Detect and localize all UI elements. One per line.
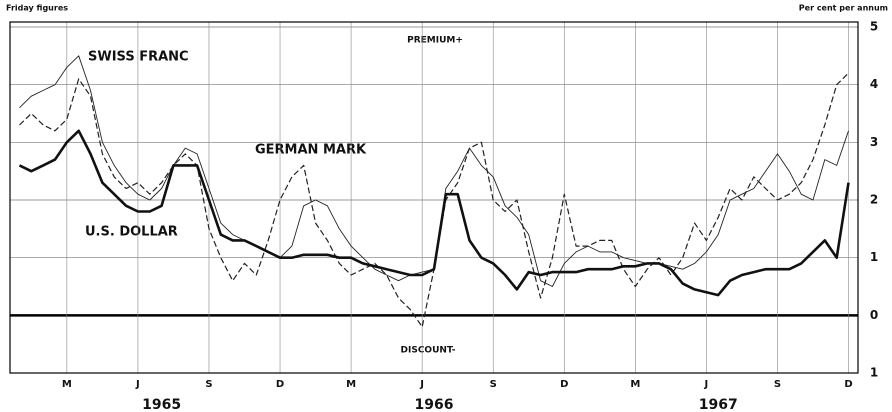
x-tick-label: M (62, 379, 72, 390)
series-annotation: GERMAN MARK (255, 143, 367, 158)
premium-label: PREMIUM+ (407, 36, 463, 46)
x-tick-label: S (774, 379, 781, 390)
plot-frame (9, 21, 859, 374)
y-tick-label: 3 (870, 135, 878, 149)
x-tick-label: M (346, 379, 356, 390)
y-tick-label: 4 (870, 77, 878, 91)
x-tick-label: D (276, 379, 284, 390)
subtitle: Friday figures (6, 4, 68, 13)
y-tick-label: 1 (870, 250, 878, 264)
x-tick-label: J (419, 379, 424, 390)
x-tick-label: D (844, 379, 852, 390)
y-tick-label: 0 (870, 308, 878, 322)
series-line (19, 55, 849, 287)
y-tick-label: 1 (870, 366, 878, 380)
year-label: 1965 (142, 397, 181, 412)
y-tick-label: 5 (870, 20, 878, 34)
x-tick-label: S (205, 379, 212, 390)
x-tick-label: D (560, 379, 568, 390)
x-tick-label: S (490, 379, 497, 390)
x-tick-label: J (135, 379, 140, 390)
year-label: 1966 (415, 397, 454, 412)
x-tick-label: J (704, 379, 709, 390)
series-annotation: SWISS FRANC (88, 50, 189, 65)
series-annotation: U.S. DOLLAR (85, 225, 178, 240)
x-tick-label: M (630, 379, 640, 390)
y-axis-label: Per cent per annum (799, 4, 888, 13)
year-label: 1967 (699, 397, 738, 412)
y-tick-label: 2 (870, 193, 878, 207)
discount-label: DISCOUNT- (401, 346, 456, 356)
series-line (18, 129, 850, 297)
